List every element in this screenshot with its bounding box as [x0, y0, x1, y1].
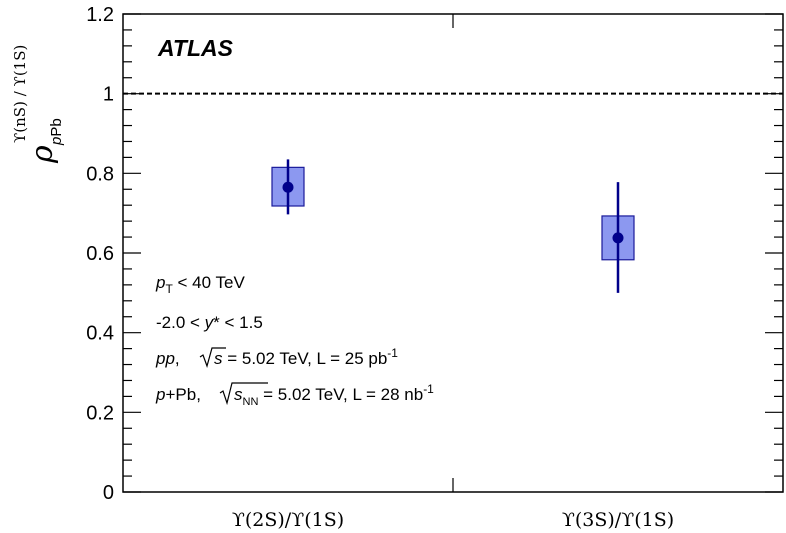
svg-text:sNN = 5.02 TeV, L = 28 nb-1: sNN = 5.02 TeV, L = 28 nb-1 [234, 382, 434, 408]
annotation-ppb: p+Pb, sNN = 5.02 TeV, L = 28 nb-1 [155, 382, 434, 408]
sqrt-sign-icon [219, 382, 268, 406]
y-axis-label-superscript: ϒ(nS) / ϒ(1S) [11, 45, 29, 143]
svg-text:pp,: pp, [155, 349, 180, 368]
annotation-ppb-nn: NN [243, 396, 259, 408]
y-tick-label: 0.6 [86, 243, 114, 265]
y-tick-label: 0.2 [86, 402, 114, 424]
annotation-rapidity: -2.0 < y* < 1.5 [156, 313, 263, 332]
y-tick-label: 1.2 [86, 4, 114, 26]
x-tick-label: ϒ(2S)/ϒ(1S) [232, 509, 344, 531]
annotation-ppb-s: s [234, 385, 243, 404]
annotation-pp-comma: , [175, 349, 180, 368]
annotation-ppb-exp: -1 [423, 382, 434, 396]
annotation-rapidity-y: y [204, 313, 215, 332]
annotation-pt-p: p [155, 273, 165, 292]
plot-frame [122, 13, 784, 493]
data-point-group [601, 182, 635, 293]
y-tick-label: 0.4 [86, 323, 114, 345]
y-axis-label-subscript-prefix: p [48, 137, 65, 146]
data-point-marker [612, 232, 624, 244]
y-tick-label: 0.8 [86, 163, 114, 185]
axes: 0 0.2 0.4 0.6 0.8 1 1.2 ϒ(2S)/ϒ(1S) ϒ(3S)/ϒ(1S) [86, 4, 784, 531]
annotation-ppb-plus: +Pb, [165, 385, 200, 404]
svg-text:p+Pb,: p+Pb, [155, 385, 201, 404]
annotation-rapidity-post: * < 1.5 [213, 313, 263, 332]
svg-text:s = 5.02 TeV, L = 25 pb-1: s = 5.02 TeV, L = 25 pb-1 [214, 346, 398, 368]
annotation-ppb-rest: = 5.02 TeV, L = 28 nb [258, 385, 423, 404]
x-tick-label: ϒ(3S)/ϒ(1S) [562, 509, 674, 531]
data-point-group [271, 159, 305, 215]
annotation-pt: pT < 40 TeV [155, 273, 245, 296]
annotation-pp-s: s [214, 349, 223, 368]
atlas-label: ATLAS [157, 35, 234, 61]
y-tick-label: 1 [103, 84, 114, 106]
y-axis-label-main: ρ [25, 145, 60, 164]
y-axis-label-subscript-suffix: Pb [48, 118, 65, 136]
sqrt-sign-icon [199, 347, 226, 368]
annotation-pp-rest: = 5.02 TeV, L = 25 pb [223, 349, 388, 368]
annotation-pp: pp, s = 5.02 TeV, L = 25 pb-1 [155, 346, 398, 368]
annotation-pt-sub: T [165, 282, 173, 296]
annotation-rapidity-pre: -2.0 < [156, 313, 205, 332]
annotation-pt-rest: < 40 TeV [173, 273, 246, 292]
annotation-ppb-p: p [155, 385, 165, 404]
y-tick-label: 0 [103, 482, 114, 504]
y-axis-label-subscript: pPb [48, 118, 65, 146]
annotation-pp-system: pp [155, 349, 175, 368]
data-marks [271, 159, 635, 293]
annotation-pp-exp: -1 [387, 346, 398, 360]
y-axis-label: ρ ϒ(nS) / ϒ(1S) pPb [11, 45, 65, 164]
annotations: pT < 40 TeV -2.0 < y* < 1.5 pp, s = 5.02… [155, 273, 434, 408]
data-point-marker [282, 181, 294, 193]
